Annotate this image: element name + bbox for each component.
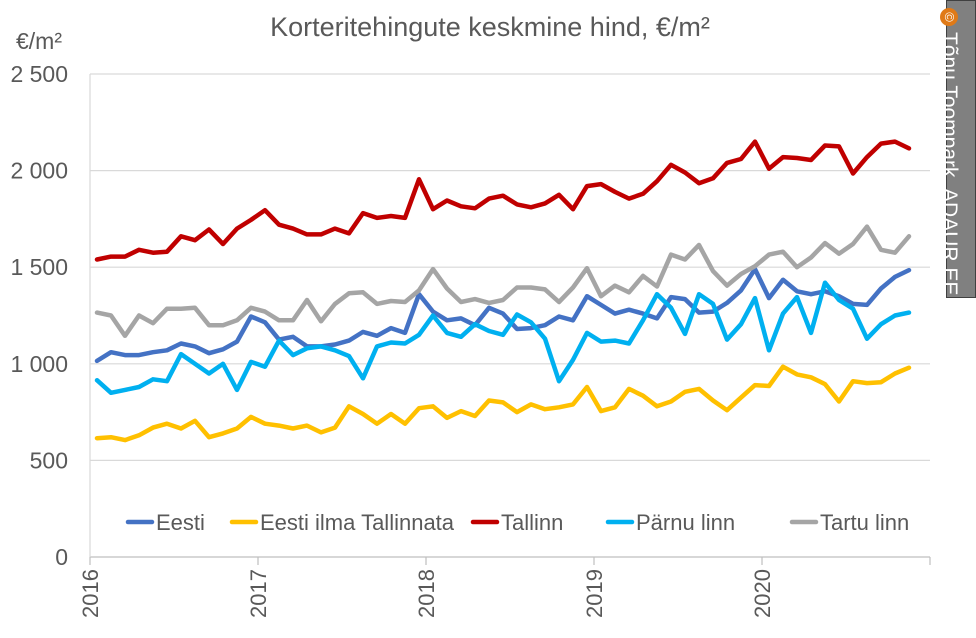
series-line — [94, 280, 912, 396]
axes — [89, 74, 931, 565]
y-tick-label: 500 — [30, 447, 68, 473]
series-lines — [94, 139, 912, 443]
legend-label: Eesti ilma Tallinnata — [260, 510, 455, 535]
legend-label: Tartu linn — [820, 510, 909, 535]
y-axis-unit-label: €/m² — [16, 28, 62, 54]
x-tick-label: 2016 — [78, 569, 103, 618]
y-tick-labels: 0 500 1 000 1 500 2 000 2 500 — [10, 61, 68, 570]
legend: Eesti Eesti ilma Tallinnata Tallinn Pärnu l… — [125, 510, 909, 535]
x-tick-labels: 2016 2017 2018 2019 2020 — [78, 569, 775, 618]
series-line — [94, 364, 912, 443]
copyright-icon: © — [940, 8, 958, 26]
legend-label: Eesti — [156, 510, 205, 535]
y-tick-label: 1 000 — [10, 351, 68, 377]
y-tick-label: 1 500 — [10, 254, 68, 280]
x-tick-label: 2020 — [750, 569, 775, 618]
y-tick-label: 2 000 — [10, 158, 68, 184]
credit-label: Tõnu Toompark, ADAUR.EE — [938, 32, 961, 296]
series-line — [94, 224, 912, 339]
x-tick-label: 2019 — [582, 569, 607, 618]
credit-watermark: © Tõnu Toompark, ADAUR.EE — [937, 8, 961, 295]
series-line — [94, 139, 912, 262]
x-tick-label: 2018 — [414, 569, 439, 618]
x-tick-label: 2017 — [246, 569, 271, 618]
gridlines — [90, 73, 930, 461]
y-tick-label: 2 500 — [10, 61, 68, 87]
legend-label: Tallinn — [501, 510, 563, 535]
legend-label: Pärnu linn — [636, 510, 735, 535]
y-tick-label: 0 — [55, 544, 68, 570]
chart-title: Korteritehingute keskmine hind, €/m² — [270, 12, 710, 42]
series-line — [94, 266, 912, 364]
